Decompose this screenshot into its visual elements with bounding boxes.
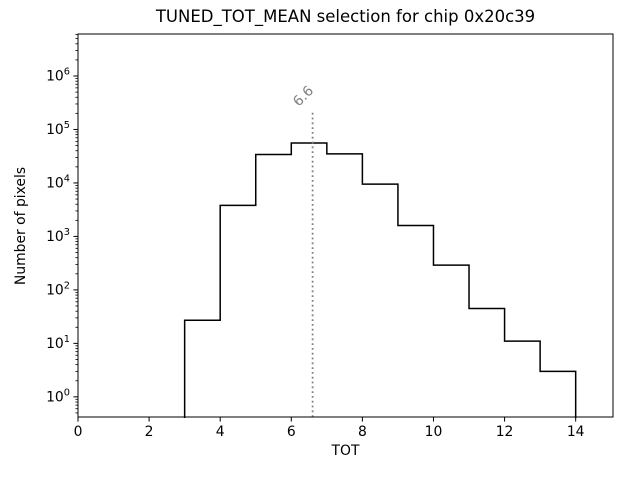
x-tick-label: 10 [425, 424, 443, 440]
y-tick-label: 106 [46, 67, 70, 85]
x-tick-label: 6 [287, 424, 296, 440]
y-tick-label: 100 [46, 387, 70, 405]
x-tick-label: 0 [74, 424, 83, 440]
y-tick-label: 102 [46, 281, 70, 299]
plot-spines [77, 33, 614, 418]
x-tick-label: 8 [358, 424, 367, 440]
x-tick-label: 14 [567, 424, 585, 440]
x-tick-label: 12 [496, 424, 514, 440]
x-tick-label: 2 [145, 424, 154, 440]
y-tick-label: 105 [46, 120, 70, 138]
y-tick-label: 101 [46, 334, 70, 352]
x-tick-label: 4 [216, 424, 225, 440]
chart-title: TUNED_TOT_MEAN selection for chip 0x20c3… [155, 7, 536, 26]
x-axis-ticks: 0 2 4 6 8 10 12 14 [74, 417, 585, 440]
y-tick-label: 104 [46, 174, 70, 192]
x-axis-label: TOT [331, 443, 360, 459]
y-axis-major-ticks: 100 101 102 103 104 105 106 [46, 67, 78, 405]
threshold-label: 6.6 [290, 83, 317, 110]
histogram-step-line [183, 142, 577, 418]
y-tick-label: 103 [46, 227, 70, 245]
